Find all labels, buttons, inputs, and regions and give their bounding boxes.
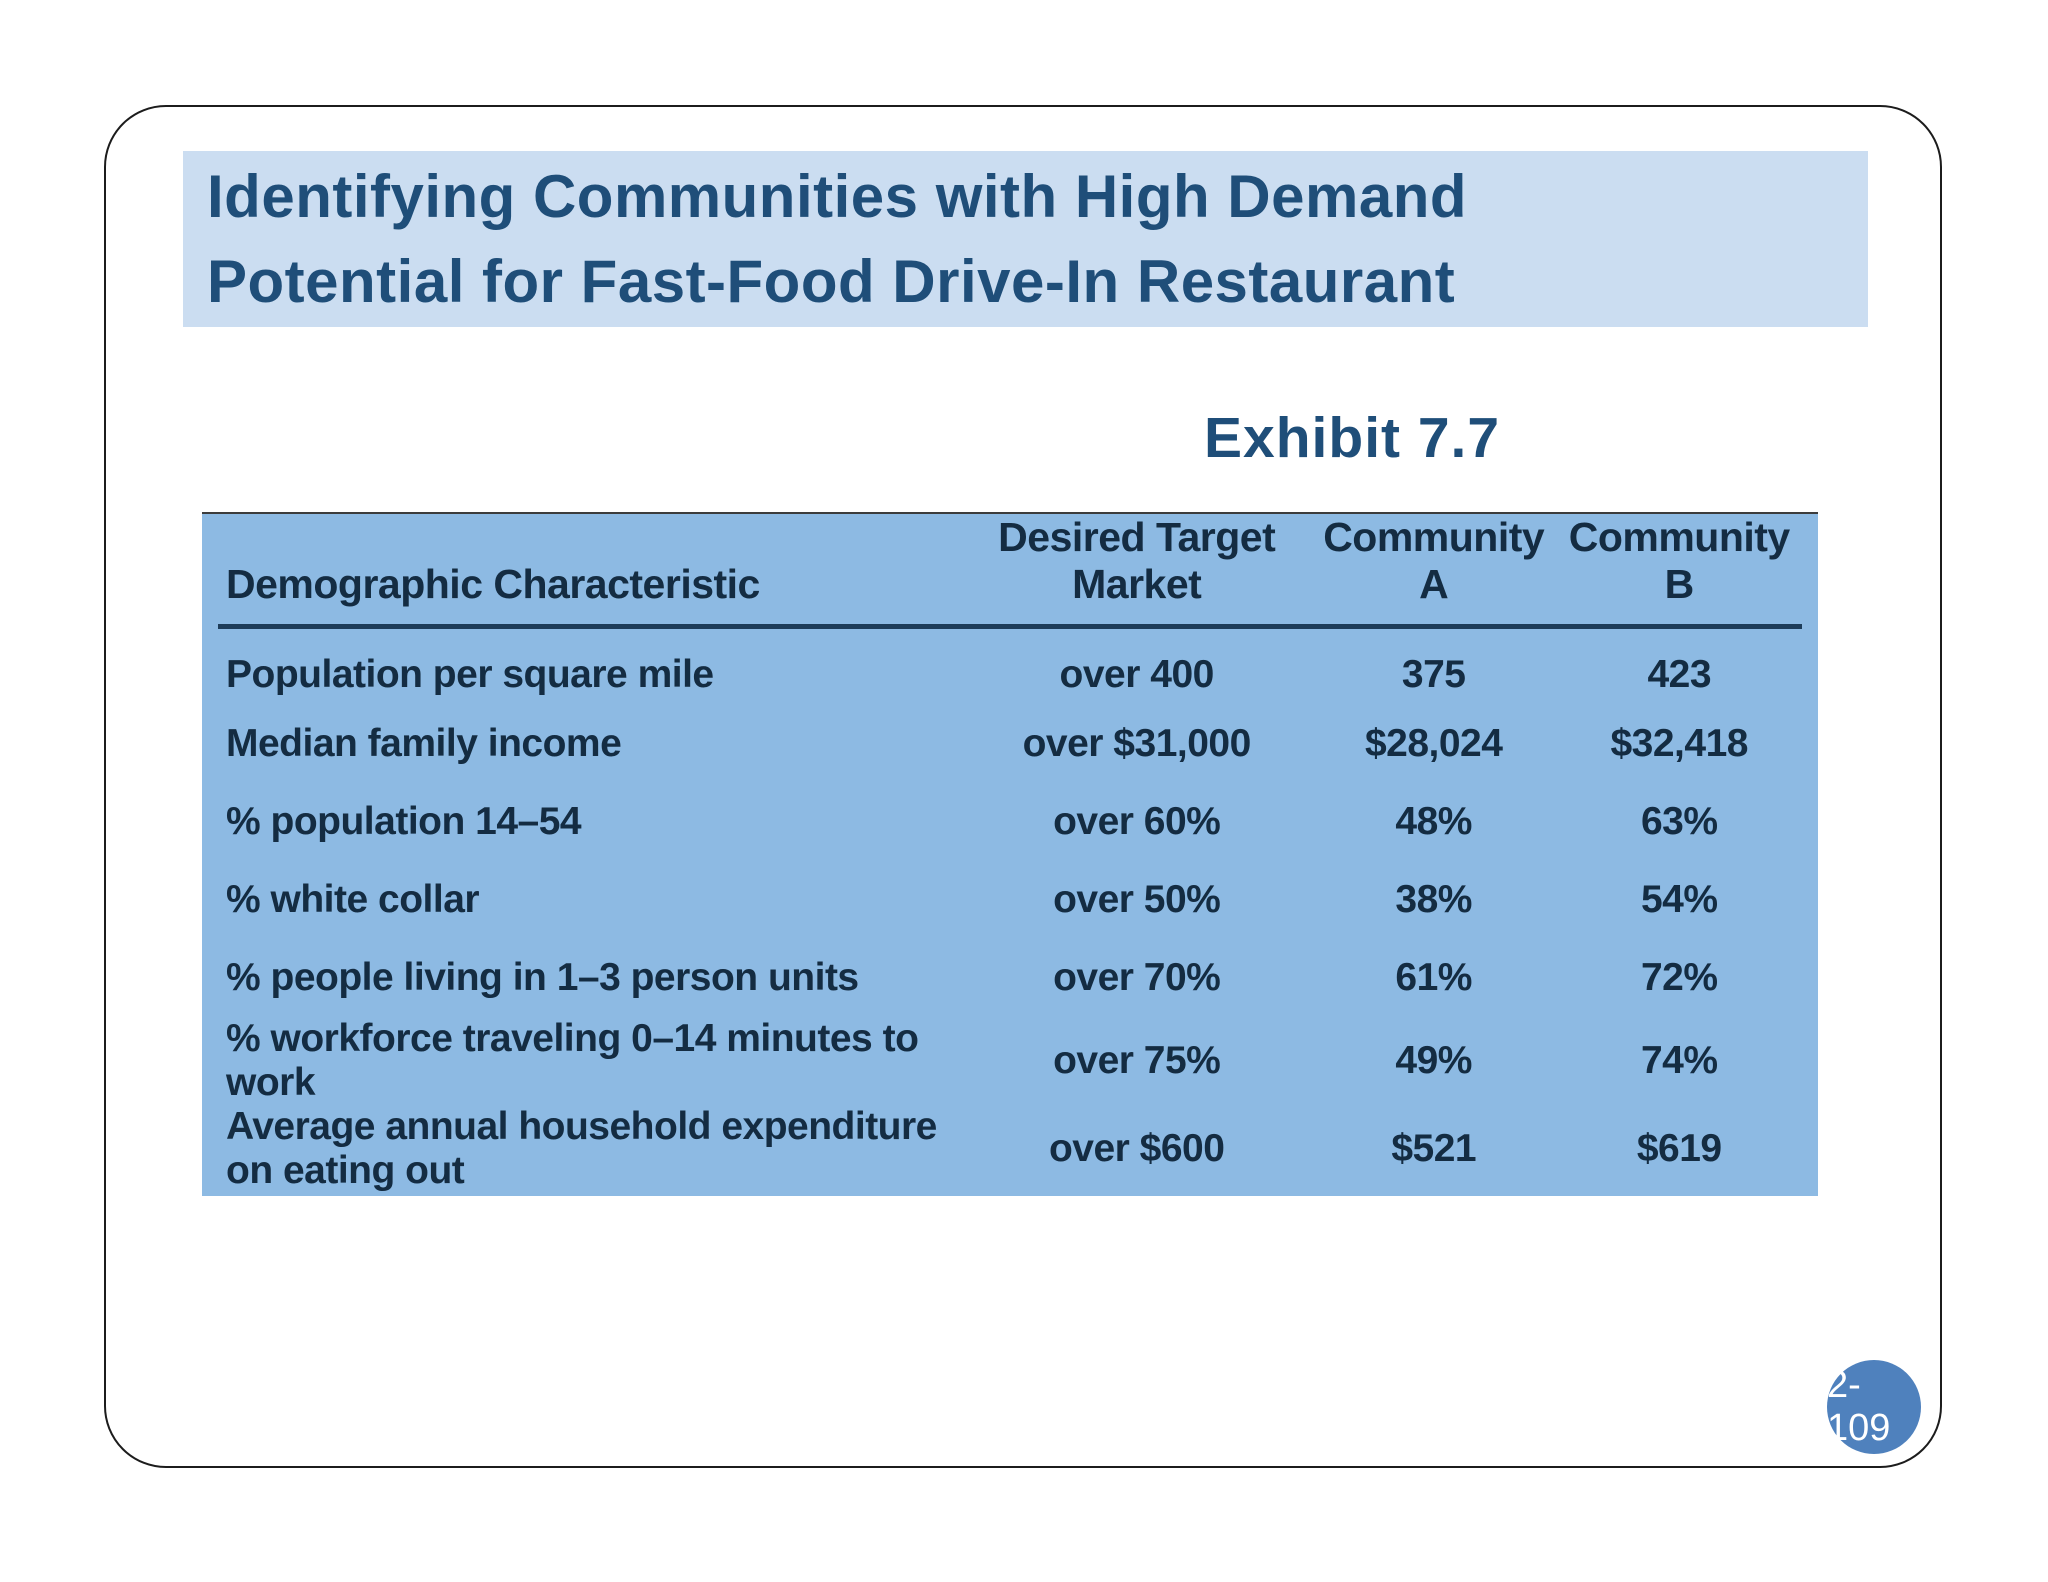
exhibit-heading: Exhibit 7.7: [1204, 406, 1501, 470]
table-row: % workforce traveling 0–14 minutes to wo…: [218, 1017, 1802, 1105]
title-banner: Identifying Communities with High Demand…: [183, 151, 1868, 327]
page-title-line-2: Potential for Fast-Food Drive-In Restaur…: [207, 248, 1456, 315]
table-row: Median family income over $31,000 $28,024 $…: [218, 705, 1802, 783]
table-header-cell: Community A: [1310, 514, 1557, 629]
value-cell: over 400: [1059, 652, 1215, 696]
value-cell: over 70%: [1053, 955, 1221, 999]
value-cell: 375: [1401, 652, 1466, 696]
value-cell: 49%: [1395, 1038, 1472, 1082]
table-body: Population per square mile over 400 375 423…: [218, 627, 1802, 1193]
table-header-row: Demographic Characteristic Desired Target…: [218, 514, 1802, 629]
value-cell: 72%: [1640, 955, 1718, 999]
value-cell: $32,418: [1610, 721, 1748, 765]
row-label-cell: % workforce traveling 0–14 minutes to wo…: [226, 1016, 919, 1104]
row-label-cell: % white collar: [226, 877, 480, 921]
value-cell: 38%: [1395, 877, 1472, 921]
value-cell: over 75%: [1053, 1038, 1221, 1082]
table-row: % white collar over 50% 38% 54%: [218, 861, 1802, 939]
value-cell: over 60%: [1053, 799, 1221, 843]
value-cell: over $600: [1048, 1126, 1225, 1170]
row-label-cell: % population 14–54: [226, 799, 582, 843]
value-cell: 423: [1647, 652, 1712, 696]
page-title-line-1: Identifying Communities with High Demand: [207, 163, 1468, 230]
row-label-cell: Median family income: [226, 721, 622, 765]
value-cell: $28,024: [1364, 721, 1503, 765]
value-cell: $619: [1636, 1126, 1722, 1170]
table-row: Population per square mile over 400 375 423: [218, 627, 1802, 705]
table-header-cell: Community B: [1556, 514, 1802, 629]
table-row: % population 14–54 over 60% 48% 63%: [218, 783, 1802, 861]
demographics-table-panel: Demographic Characteristic Desired Target…: [202, 512, 1818, 1196]
value-cell: over 50%: [1053, 877, 1221, 921]
value-cell: $521: [1391, 1126, 1477, 1170]
page-number-badge: 2-109: [1827, 1360, 1921, 1454]
value-cell: 48%: [1395, 799, 1472, 843]
value-cell: 74%: [1640, 1038, 1718, 1082]
row-label-cell: Average annual household expenditure on …: [226, 1104, 937, 1192]
row-label-cell: % people living in 1–3 person units: [226, 955, 859, 999]
demographics-table: Demographic Characteristic Desired Target…: [218, 514, 1802, 1193]
table-row: Average annual household expenditure on …: [218, 1105, 1802, 1193]
page-number: 2-109: [1827, 1364, 1891, 1449]
value-cell: 54%: [1640, 877, 1718, 921]
table-header-cell: Desired Target Market: [962, 514, 1311, 629]
value-cell: 61%: [1395, 955, 1472, 999]
slide: Identifying Communities with High Demand…: [104, 105, 1942, 1468]
value-cell: 63%: [1640, 799, 1718, 843]
table-header-cell: Demographic Characteristic: [218, 514, 963, 629]
table-row: % people living in 1–3 person units over …: [218, 939, 1802, 1017]
value-cell: over $31,000: [1022, 721, 1252, 765]
row-label-cell: Population per square mile: [226, 652, 714, 696]
